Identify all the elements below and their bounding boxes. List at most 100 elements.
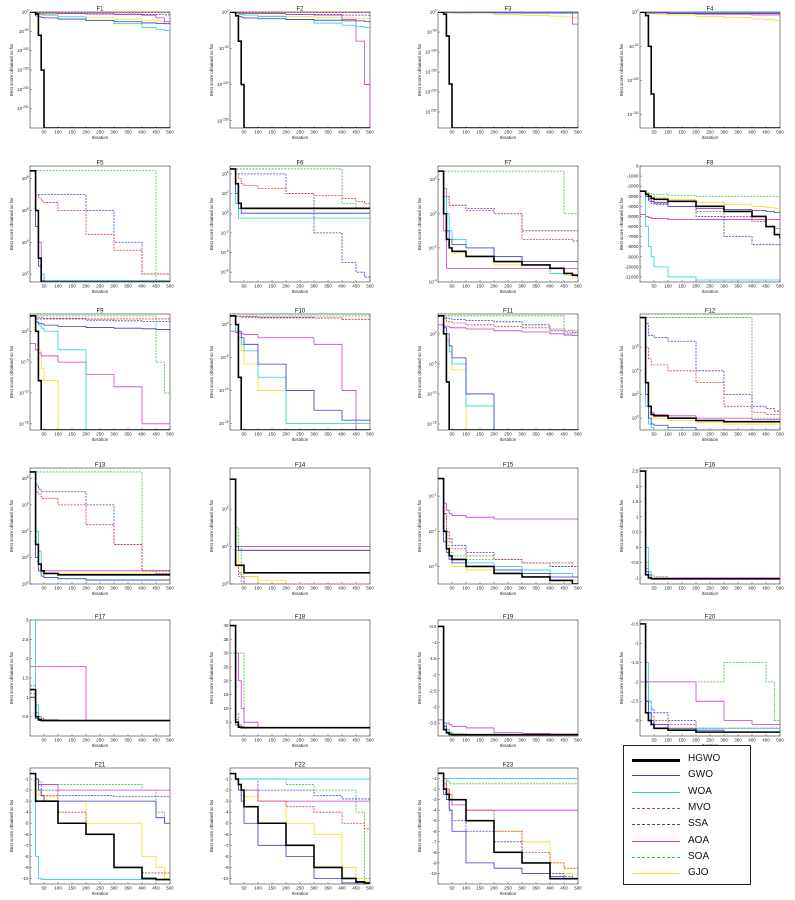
x-tick-label: 350 <box>124 738 132 743</box>
x-tick-label: 300 <box>518 130 526 135</box>
chart-title: F5 <box>96 161 104 167</box>
y-tick-label: -2 <box>634 679 638 684</box>
x-tick-label: 500 <box>776 130 784 135</box>
legend-label: HGWO <box>688 752 720 766</box>
x-tick-label: 300 <box>310 738 318 743</box>
x-tick-label: 450 <box>352 130 360 135</box>
y-tick-label: 1.5 <box>22 676 29 681</box>
y-tick-label: 104 <box>632 367 639 373</box>
x-axis-label: Iteration <box>92 437 109 442</box>
y-tick-label: -1 <box>24 777 28 782</box>
y-tick-label: 100 <box>632 9 639 15</box>
y-tick-label: 2.5 <box>22 637 29 642</box>
y-tick-label: 10-15 <box>19 420 29 426</box>
x-tick-label: 250 <box>296 586 304 591</box>
legend-label: GJO <box>688 866 709 880</box>
y-tick-label: 10-100 <box>17 47 29 53</box>
x-tick-label: 50 <box>241 586 247 591</box>
legend-line-swatch <box>632 857 680 858</box>
x-tick-label: 200 <box>282 886 290 891</box>
x-tick-label: 200 <box>82 130 90 135</box>
x-tick-label: 50 <box>241 738 247 743</box>
x-tick-label: 300 <box>518 738 526 743</box>
y-tick-label: 0.5 <box>632 530 639 535</box>
y-tick-label: -1000 <box>627 174 639 179</box>
x-tick-label: 150 <box>678 284 686 289</box>
y-tick-label: -1 <box>432 640 436 645</box>
x-tick-label: 100 <box>462 738 470 743</box>
x-tick-label: 350 <box>124 284 132 289</box>
x-tick-label: 400 <box>748 738 756 743</box>
y-axis-label: Best score obtained so far <box>619 651 624 704</box>
x-tick-label: 300 <box>720 130 728 135</box>
x-tick-label: 50 <box>41 886 47 891</box>
y-axis-label: Best score obtained so far <box>9 651 14 704</box>
chart-title: F9 <box>96 309 104 315</box>
x-tick-label: 200 <box>82 886 90 891</box>
x-tick-label: 150 <box>268 432 276 437</box>
plot-frame <box>230 12 370 128</box>
legend-item: MVO <box>632 801 744 815</box>
y-tick-label: 2 <box>26 656 29 661</box>
x-tick-label: 100 <box>254 130 262 135</box>
y-tick-label: 10-100 <box>627 77 639 83</box>
x-axis-label: Iteration <box>500 289 517 294</box>
chart-title: F13 <box>95 463 106 469</box>
y-tick-label: -1 <box>432 776 436 781</box>
plot-frame <box>640 12 780 128</box>
y-tick-label: 10-1 <box>429 493 437 499</box>
x-tick-label: 150 <box>268 284 276 289</box>
y-tick-label: 35 <box>223 637 229 642</box>
legend-item: AOA <box>632 834 744 848</box>
x-tick-label: 300 <box>110 886 118 891</box>
y-tick-label: 100 <box>22 328 29 334</box>
x-tick-label: 450 <box>762 586 770 591</box>
y-tick-label: -2 <box>432 672 436 677</box>
x-tick-label: 400 <box>748 284 756 289</box>
y-tick-label: 10-200 <box>425 89 437 95</box>
y-tick-label: -3 <box>432 797 436 802</box>
y-tick-label: 10-4 <box>429 279 437 285</box>
y-tick-label: -3.5 <box>429 721 437 726</box>
x-tick-label: 150 <box>68 284 76 289</box>
x-tick-label: 350 <box>324 130 332 135</box>
x-tick-label: 350 <box>532 432 540 437</box>
y-tick-label: 0 <box>636 164 639 169</box>
y-tick-label: 10-10 <box>219 387 229 393</box>
y-tick-label: 108 <box>22 475 29 481</box>
y-axis-label: Best score obtained so far <box>417 499 422 552</box>
x-axis-label: Iteration <box>500 437 517 442</box>
x-tick-label: 50 <box>449 586 455 591</box>
y-tick-label: -3000 <box>627 194 639 199</box>
y-axis-label: Best score obtained so far <box>9 799 14 852</box>
x-tick-label: 250 <box>504 586 512 591</box>
legend-item: HGWO <box>632 752 744 766</box>
plot-frame <box>230 166 370 282</box>
x-tick-label: 250 <box>96 586 104 591</box>
chart-title: F15 <box>503 463 514 469</box>
x-tick-label: 250 <box>96 284 104 289</box>
y-tick-label: 10-2 <box>429 528 437 534</box>
y-tick-label: -1 <box>634 575 638 580</box>
y-tick-label: -7 <box>24 843 28 848</box>
chart-title: F19 <box>503 615 514 621</box>
x-tick-label: 150 <box>476 284 484 289</box>
plot-frame <box>230 620 370 736</box>
x-tick-label: 150 <box>678 738 686 743</box>
x-tick-label: 200 <box>490 130 498 135</box>
x-tick-label: 150 <box>476 738 484 743</box>
legend-item: SOA <box>632 850 744 864</box>
x-tick-label: 250 <box>706 130 714 135</box>
y-tick-label: -9 <box>432 860 436 865</box>
x-tick-label: 500 <box>574 432 582 437</box>
